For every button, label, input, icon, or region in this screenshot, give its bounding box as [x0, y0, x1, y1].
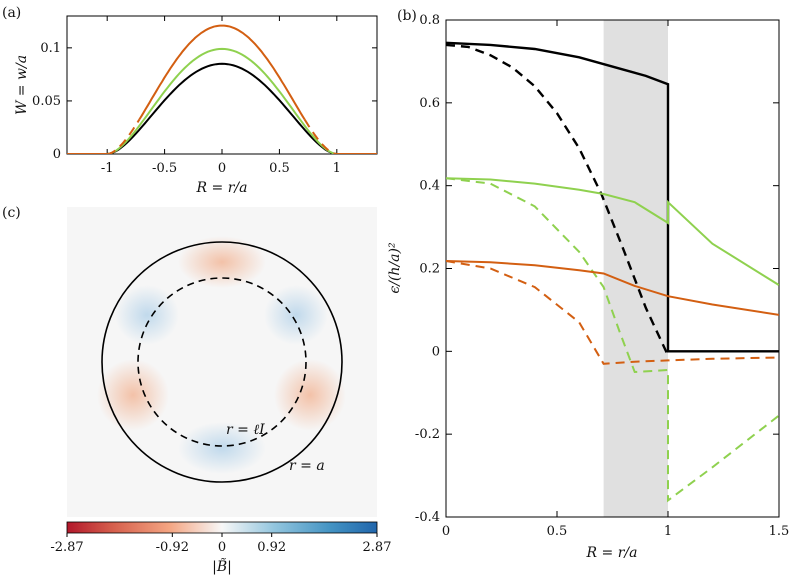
panel-a-xtick-label: 0 — [218, 161, 226, 176]
colorbar-label: |B̃| — [212, 557, 232, 575]
colorbar-ticks: -2.87 -0.92 0 0.92 2.87 — [50, 533, 391, 555]
panel-b-xtick-label: 1.5 — [769, 524, 790, 539]
panel-b-xtick-label: 0.5 — [547, 524, 568, 539]
colorbar-tick-label: 2.87 — [363, 540, 392, 555]
panel-a-series-2-dashed-left — [107, 119, 141, 154]
panel-a-xtick-label: 1 — [333, 161, 341, 176]
panel-a-series-1 — [107, 47, 337, 154]
field-lobe-upper-right — [264, 285, 328, 345]
panel-a-xtick-label: -0.5 — [152, 161, 177, 176]
panel-a-ytick-label: 0.1 — [40, 41, 61, 56]
colorbar-tick-label: -2.87 — [50, 540, 83, 555]
panel-b-series-0 — [446, 41, 779, 353]
panel-a-xtick-label: 0.5 — [269, 161, 290, 176]
panel-c-heatmap: r = ℓI r = a — [67, 207, 377, 517]
panel-b-ytick-label: -0.2 — [415, 427, 440, 442]
panel-b-series-4 — [446, 260, 779, 316]
panel-b-ytick-label: 0.2 — [419, 262, 440, 277]
colorbar-gradient — [66, 521, 378, 534]
panel-a-series-0 — [107, 62, 337, 154]
inner-circle-label: r = ℓI — [226, 422, 265, 438]
panel-b-series-3 — [446, 177, 779, 503]
panel-a-series-2 — [138, 24, 306, 121]
panel-b-series-1 — [446, 43, 670, 357]
panel-b-shaded-region — [603, 20, 668, 517]
panel-b-ytick-label: 0.8 — [419, 13, 440, 28]
field-lobe-right — [274, 359, 346, 431]
panel-a-ytick-label: 0.05 — [32, 94, 61, 109]
panel-b-series-2 — [446, 177, 779, 286]
panel-a-plot: -1 -0.5 0 0.5 1 0 0.05 0.1 R = r/a W = w/a — [14, 15, 378, 196]
panel-b-ytick-label: 0.6 — [419, 96, 440, 111]
panel-a-ticks: -1 -0.5 0 0.5 1 0 0.05 0.1 — [32, 16, 377, 176]
colorbar: -2.87 -0.92 0 0.92 2.87 |B̃| — [50, 521, 391, 575]
panel-label-c: (c) — [2, 205, 21, 221]
field-lobe-bottom — [178, 422, 266, 474]
outer-circle-label: r = a — [289, 458, 325, 474]
panel-a-ylabel: W = w/a — [14, 55, 30, 115]
inner-circle — [137, 277, 307, 447]
colorbar-tick-label: 0 — [218, 540, 226, 555]
panel-a-xlabel: R = r/a — [196, 180, 248, 196]
panel-a-xtick-label: -1 — [101, 161, 114, 176]
panel-b-ylabel: ϵ/(h/a)² — [387, 242, 403, 294]
field-lobe-left — [97, 359, 169, 431]
panel-a-ytick-label: 0 — [53, 147, 61, 162]
panel-b-series — [446, 41, 779, 503]
field-lobe-upper-left — [115, 285, 179, 345]
colorbar-tick-label: 0.92 — [257, 540, 286, 555]
panel-label-b: (b) — [397, 8, 417, 24]
panel-b-series-5 — [446, 260, 779, 365]
outer-circle — [101, 241, 343, 483]
panel-b-ytick-label: -0.4 — [415, 510, 440, 525]
panel-b-xtick-label: 1 — [664, 524, 672, 539]
panel-b-xtick-label: 0 — [442, 524, 450, 539]
panel-a-series — [67, 24, 377, 154]
panel-b-xlabel: R = r/a — [586, 545, 638, 561]
colorbar-tick-label: -0.92 — [156, 540, 189, 555]
field-lobe-top — [178, 236, 266, 288]
panel-a-series-2-dashed-right — [303, 119, 337, 154]
panel-label-a: (a) — [2, 5, 21, 21]
panel-b-ytick-label: 0.4 — [419, 179, 440, 194]
panel-b-ticks: 0 0.5 1 1.5 -0.4 -0.2 0 0.2 0.4 0.6 0.8 — [415, 13, 789, 539]
panel-b-plot: 0 0.5 1 1.5 -0.4 -0.2 0 0.2 0.4 0.6 0.8 R = r/a ϵ/… — [387, 13, 789, 561]
panel-a-frame — [66, 15, 378, 155]
panel-b-ytick-label: 0 — [432, 344, 440, 359]
